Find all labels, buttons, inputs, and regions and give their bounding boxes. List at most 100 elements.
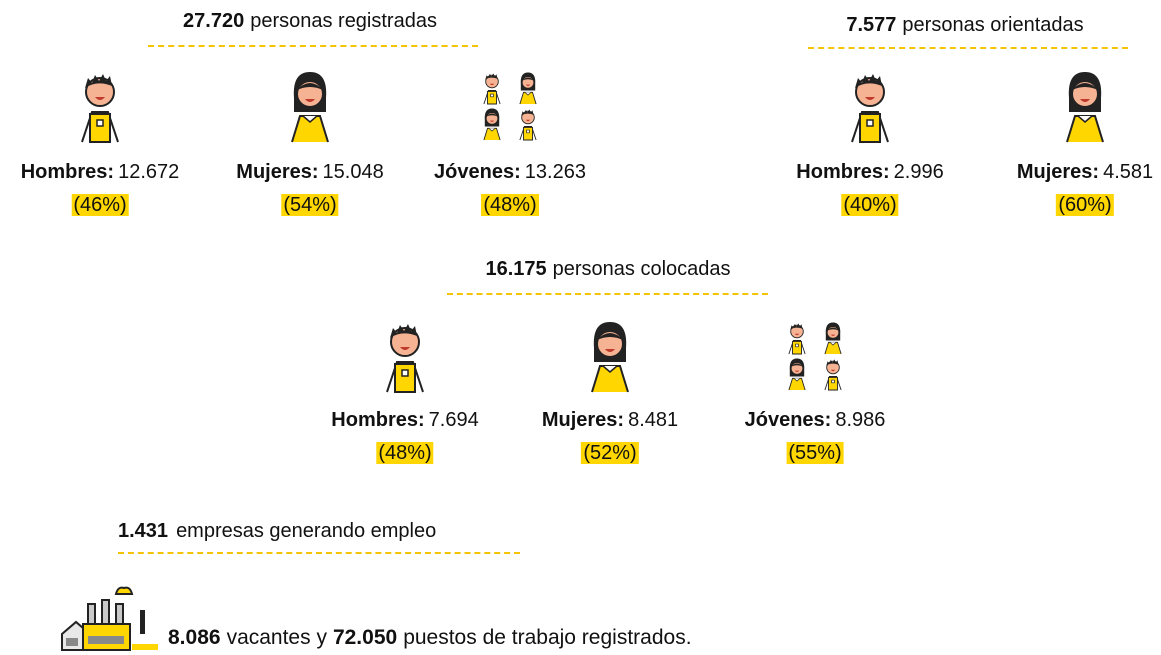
icon-part xyxy=(521,109,534,116)
stat-line: Jóvenes: 8.986 xyxy=(745,404,886,437)
icon-part xyxy=(826,359,839,366)
stat-value: 15.048 xyxy=(322,161,384,183)
stat-share: (55%) xyxy=(786,442,844,464)
icon-part xyxy=(521,110,535,125)
icon-part xyxy=(788,323,806,355)
share-line: (52%) xyxy=(542,437,678,470)
icon-part xyxy=(519,109,537,141)
stat-item: Jóvenes: 13.263 (48%) xyxy=(434,156,586,222)
share-line: (48%) xyxy=(434,189,586,222)
icon-part xyxy=(1066,72,1104,143)
person-icon xyxy=(365,312,445,396)
stat-item: Hombres: 7.694 (48%) xyxy=(331,404,479,470)
divider xyxy=(447,293,768,295)
icon-part xyxy=(790,324,804,339)
stat-share: (52%) xyxy=(581,442,639,464)
placed-header: 16.175 personas colocadas xyxy=(485,258,730,281)
stat-value: 8.481 xyxy=(628,409,679,431)
icon-part xyxy=(519,72,537,105)
icon-part xyxy=(824,341,842,355)
share-line: (55%) xyxy=(745,437,886,470)
stat-value: 2.996 xyxy=(893,161,944,183)
stat-line: Mujeres: 15.048 xyxy=(236,156,383,189)
stat-value: 7.694 xyxy=(428,409,479,431)
stat-line: Hombres: 12.672 xyxy=(21,156,180,189)
icon-part xyxy=(394,363,416,393)
count: 27.720 xyxy=(183,10,245,32)
icon-part xyxy=(830,369,836,372)
icon-part xyxy=(522,77,534,81)
stat-label: Mujeres: xyxy=(1016,161,1100,183)
icon-part xyxy=(851,74,889,143)
icon-part xyxy=(591,322,629,393)
person-icon xyxy=(470,62,550,146)
icon-part xyxy=(297,83,323,90)
icon-part xyxy=(855,77,885,107)
stat-share: (48%) xyxy=(481,194,539,216)
icon-part xyxy=(866,119,874,127)
icon-part xyxy=(824,359,842,391)
divider xyxy=(808,47,1128,49)
label: empresas generando empleo xyxy=(176,520,437,542)
icon-part xyxy=(489,120,495,122)
share-line: (46%) xyxy=(21,189,180,222)
icon-part xyxy=(788,322,842,391)
icon-part xyxy=(302,115,318,123)
count: 7.577 xyxy=(846,14,897,36)
divider xyxy=(148,45,478,47)
icon-part xyxy=(795,343,799,348)
stat-label: Jóvenes: xyxy=(434,161,521,183)
icon-part xyxy=(788,358,806,391)
icon-part xyxy=(524,92,532,96)
icon-part xyxy=(788,377,806,391)
icon-part xyxy=(794,370,800,372)
icon-part xyxy=(523,126,533,141)
icon-part xyxy=(96,119,104,127)
stat-share: (48%) xyxy=(376,442,434,464)
companies-header: 1.431 empresas generando empleo xyxy=(118,520,436,543)
icon-part xyxy=(400,347,410,350)
icon-part xyxy=(1080,99,1090,102)
stat-item: Mujeres: 8.481 (52%) xyxy=(542,404,678,470)
icon-part xyxy=(828,376,838,391)
icon-part xyxy=(305,99,315,102)
icon-part xyxy=(830,334,836,336)
pole xyxy=(140,610,145,634)
label: personas registradas xyxy=(250,10,437,32)
share-line: (48%) xyxy=(331,437,478,470)
icon-part xyxy=(81,74,119,143)
icon-part xyxy=(597,333,623,340)
icon-part xyxy=(859,113,881,143)
vacancies: 8.086 xyxy=(168,626,221,649)
icon-part xyxy=(489,83,495,86)
icon-part xyxy=(826,360,840,375)
icon-part xyxy=(483,73,501,105)
icon-part xyxy=(790,323,803,330)
person-icon xyxy=(270,62,350,146)
share-line: (40%) xyxy=(796,189,943,222)
share-line: (54%) xyxy=(236,189,383,222)
icon-part xyxy=(792,340,802,355)
icon-part xyxy=(1077,115,1093,123)
stat-value: 12.672 xyxy=(118,161,180,183)
icon-part xyxy=(390,327,420,357)
icon-part xyxy=(85,77,115,107)
icon-part xyxy=(791,363,803,367)
jobs: 72.050 xyxy=(332,626,398,649)
icon-part xyxy=(855,74,882,88)
stat-share: (54%) xyxy=(281,194,339,216)
window xyxy=(66,638,78,646)
icon-part xyxy=(386,324,424,393)
stat-label: Mujeres: xyxy=(541,409,625,431)
icon-part xyxy=(831,379,835,384)
chimney xyxy=(101,599,110,627)
smoke xyxy=(114,586,134,595)
icon-part xyxy=(605,349,615,352)
icon-part xyxy=(485,74,499,89)
icon-part xyxy=(85,74,112,88)
stat-item: Hombres: 12.672 (46%) xyxy=(21,156,180,222)
icon-part xyxy=(483,72,537,141)
stat-share: (40%) xyxy=(841,194,899,216)
icon-part xyxy=(486,113,498,117)
